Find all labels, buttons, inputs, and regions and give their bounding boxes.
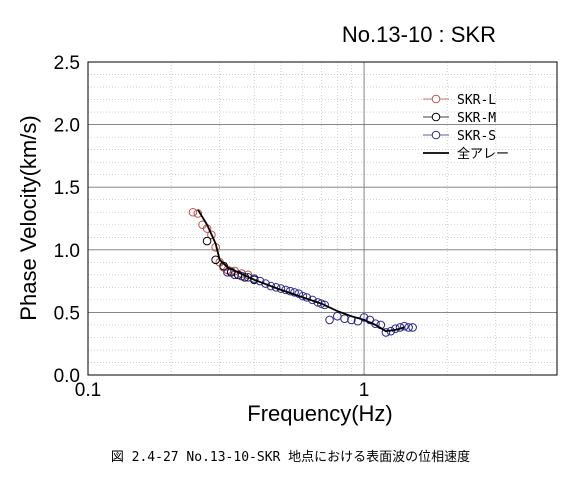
y-tick-label: 0.0 bbox=[54, 366, 80, 387]
data-point-skr-s bbox=[400, 321, 409, 331]
data-point-skr-l bbox=[207, 230, 216, 240]
x-axis-label: Frequency(Hz) bbox=[247, 401, 392, 426]
legend-label: SKR-L bbox=[457, 93, 496, 108]
data-point-skr-s bbox=[320, 300, 329, 310]
y-axis-label: Phase Velocity(km/s) bbox=[16, 115, 41, 320]
legend-label: 全アレー bbox=[457, 146, 509, 162]
legend-swatch-marker bbox=[431, 130, 441, 140]
data-point-skr-s bbox=[408, 323, 417, 332]
grid-layer bbox=[87, 61, 557, 376]
data-point-skr-s bbox=[381, 328, 391, 337]
data-point-skr-s bbox=[332, 311, 342, 321]
data-point-skr-m bbox=[202, 236, 212, 246]
figure-caption: 図 2.4-27 No.13-10-SKR 地点における表面波の位相速度 bbox=[110, 450, 471, 465]
series-line-all-array bbox=[197, 209, 405, 333]
plot-frame bbox=[87, 61, 558, 376]
data-point-skr-s bbox=[266, 281, 276, 291]
data-point-skr-l bbox=[188, 207, 198, 217]
series-layer bbox=[188, 207, 417, 337]
data-point-skr-s bbox=[243, 273, 253, 282]
tick-label-layer: 0.0 0.5 1.0 1.5 2.0 2.5 0.1 1 bbox=[54, 53, 370, 401]
data-point-skr-s bbox=[325, 315, 334, 325]
data-point-skr-l bbox=[193, 209, 203, 218]
legend-swatch-marker bbox=[431, 94, 441, 104]
legend-swatch-marker bbox=[431, 112, 441, 122]
y-tick-label: 1.0 bbox=[54, 241, 80, 262]
y-tick-label: 2.0 bbox=[54, 116, 80, 137]
data-point-skr-s bbox=[404, 323, 413, 332]
x-tick-label: 1 bbox=[359, 380, 370, 401]
legend-label: SKR-S bbox=[457, 129, 496, 144]
legend: SKR-L SKR-M SKR-S 全アレー bbox=[423, 93, 509, 162]
y-tick-label: 0.5 bbox=[54, 303, 80, 324]
chart-title: No.13-10 : SKR bbox=[342, 22, 496, 47]
data-point-skr-s bbox=[359, 313, 369, 322]
data-point-skr-m bbox=[219, 261, 228, 271]
legend-label: SKR-M bbox=[457, 111, 496, 126]
y-tick-label: 2.5 bbox=[54, 53, 80, 74]
x-tick-label: 0.1 bbox=[75, 380, 101, 401]
data-point-skr-s bbox=[340, 314, 349, 323]
y-tick-label: 1.5 bbox=[54, 178, 80, 199]
